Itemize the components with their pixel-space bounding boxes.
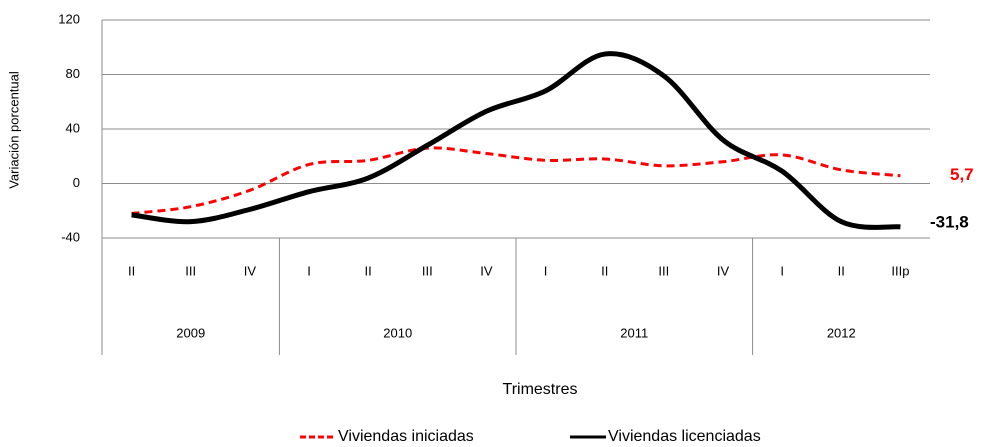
x-tick-label: IV <box>717 263 730 278</box>
x-tick-label: III <box>422 263 433 278</box>
year-label: 2012 <box>827 325 856 340</box>
series-line <box>131 51 901 230</box>
x-tick-label: II <box>365 263 372 278</box>
x-tick-label: IV <box>480 263 493 278</box>
x-tick-label: IIIp <box>891 263 909 278</box>
x-tick-label: II <box>128 263 135 278</box>
x-tick-label: IV <box>244 263 257 278</box>
x-tick-label: I <box>307 263 311 278</box>
x-tick-label: II <box>838 263 845 278</box>
y-tick-label: 120 <box>58 11 80 26</box>
x-axis-title: Trimestres <box>503 381 578 398</box>
x-tick-label: III <box>658 263 669 278</box>
x-tick-label: I <box>544 263 548 278</box>
year-label: 2010 <box>383 325 412 340</box>
value-label: -31,8 <box>930 212 969 231</box>
year-label: 2011 <box>620 325 648 340</box>
x-tick-label: I <box>780 263 784 278</box>
x-tick-label: II <box>601 263 608 278</box>
x-tick-label: III <box>185 263 196 278</box>
year-label: 2009 <box>176 325 205 340</box>
y-tick-label: -40 <box>61 229 80 244</box>
value-label: 5,7 <box>950 165 974 184</box>
series-line <box>131 146 901 215</box>
legend-label: Viviendas iniciadas <box>338 428 474 445</box>
y-axis-title: Variación porcentual <box>6 71 21 189</box>
y-tick-label: 80 <box>66 66 80 81</box>
legend-label: Viviendas licenciadas <box>608 428 761 445</box>
y-tick-label: 40 <box>66 120 80 135</box>
y-tick-label: 0 <box>73 175 80 190</box>
